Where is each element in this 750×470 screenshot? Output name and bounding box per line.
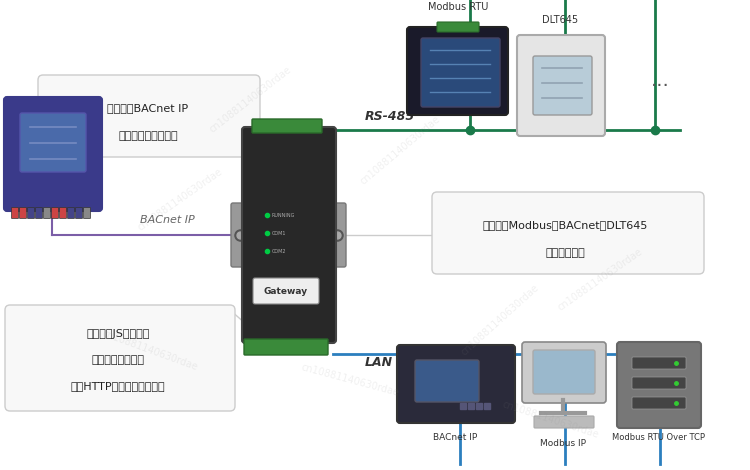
Text: cn10881140630rdae: cn10881140630rdae [136,167,224,233]
Text: COM2: COM2 [272,249,286,253]
Text: cn10881140630rdae: cn10881140630rdae [300,362,400,398]
FancyBboxPatch shape [407,27,508,115]
Text: cn10881140630rdae: cn10881140630rdae [358,114,442,186]
FancyBboxPatch shape [415,360,479,402]
FancyBboxPatch shape [432,192,704,274]
Text: Gateway: Gateway [264,288,308,297]
FancyBboxPatch shape [421,38,500,107]
FancyBboxPatch shape [617,342,701,428]
Text: 服务器向外提供数据: 服务器向外提供数据 [118,131,178,141]
Text: 网关支持JS脚本编程: 网关支持JS脚本编程 [86,329,150,339]
Text: Modbus RTU Over TCP: Modbus RTU Over TCP [611,433,704,442]
FancyBboxPatch shape [632,357,686,369]
Text: cn10881140630rdae: cn10881140630rdae [500,400,599,440]
FancyBboxPatch shape [20,113,86,172]
Text: cn10881140630rdae: cn10881140630rdae [459,282,541,358]
Text: 网关支持数据存储: 网关支持数据存储 [92,355,145,365]
Text: cn10881140630rdae: cn10881140630rdae [207,65,292,135]
FancyBboxPatch shape [252,119,322,133]
FancyBboxPatch shape [253,278,319,304]
FancyBboxPatch shape [4,97,102,211]
Text: cn10881140630rdae: cn10881140630rdae [100,328,200,372]
FancyBboxPatch shape [28,207,34,219]
FancyBboxPatch shape [231,203,249,267]
FancyBboxPatch shape [59,207,67,219]
FancyBboxPatch shape [397,345,515,423]
Text: DLT645: DLT645 [542,15,578,25]
FancyBboxPatch shape [5,305,235,411]
FancyBboxPatch shape [20,207,26,219]
FancyBboxPatch shape [632,377,686,389]
FancyBboxPatch shape [517,35,605,136]
Text: BACnet IP: BACnet IP [433,433,477,442]
FancyBboxPatch shape [44,207,50,219]
Text: 网关作为BACnet IP: 网关作为BACnet IP [107,103,188,113]
FancyBboxPatch shape [242,127,336,343]
FancyBboxPatch shape [534,416,594,428]
FancyBboxPatch shape [83,207,91,219]
Text: COM1: COM1 [272,230,286,235]
FancyBboxPatch shape [35,207,43,219]
FancyBboxPatch shape [533,350,595,394]
Text: RS-485: RS-485 [365,110,416,123]
FancyBboxPatch shape [632,397,686,409]
FancyBboxPatch shape [437,22,479,32]
FancyBboxPatch shape [52,207,58,219]
Text: cn10881140630rdae: cn10881140630rdae [556,247,644,313]
FancyBboxPatch shape [68,207,74,219]
Text: 数据采集驱动: 数据采集驱动 [545,248,585,258]
FancyBboxPatch shape [11,207,19,219]
Text: LAN: LAN [365,356,393,369]
FancyBboxPatch shape [38,75,260,157]
Text: 网关内嵌Modbus，BACnet，DLT645: 网关内嵌Modbus，BACnet，DLT645 [482,220,648,230]
Text: Modbus IP: Modbus IP [540,439,586,447]
Text: BACnet IP: BACnet IP [140,215,195,225]
FancyBboxPatch shape [522,342,606,403]
Text: ...: ... [650,70,669,89]
FancyBboxPatch shape [533,56,592,115]
Text: Modbus RTU: Modbus RTU [427,2,488,12]
FancyBboxPatch shape [328,203,346,267]
FancyBboxPatch shape [76,207,82,219]
Text: RUNNING: RUNNING [272,212,296,218]
Text: 通过HTTP接口输出网关数据: 通过HTTP接口输出网关数据 [70,381,165,391]
FancyBboxPatch shape [244,339,328,355]
